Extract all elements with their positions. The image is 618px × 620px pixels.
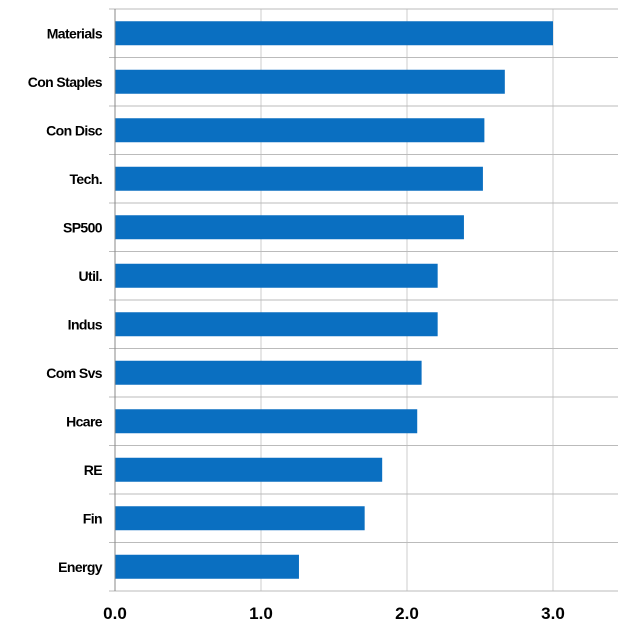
bar bbox=[115, 69, 505, 94]
category-label: Con Disc bbox=[46, 122, 103, 138]
bar bbox=[115, 312, 438, 337]
category-label: Hcare bbox=[66, 413, 103, 429]
bar bbox=[115, 457, 383, 482]
x-tick-label: 3.0 bbox=[541, 604, 565, 620]
category-labels: Materials Con Staples Con Disc Tech. SP500 Ut… bbox=[28, 25, 104, 575]
bar bbox=[115, 409, 418, 434]
category-label: Fin bbox=[83, 510, 102, 526]
x-tick-label: 1.0 bbox=[249, 604, 273, 620]
category-separators bbox=[109, 8, 618, 592]
category-label: SP500 bbox=[63, 219, 103, 235]
bars bbox=[115, 21, 553, 579]
category-label: Com Svs bbox=[46, 365, 103, 381]
bar bbox=[115, 263, 438, 288]
bar bbox=[115, 118, 485, 143]
category-label: RE bbox=[84, 462, 103, 478]
category-label: Materials bbox=[47, 25, 103, 41]
bar bbox=[115, 215, 464, 240]
x-tick-label: 0.0 bbox=[103, 604, 127, 620]
category-label: Tech. bbox=[69, 171, 102, 187]
bar bbox=[115, 360, 422, 385]
bar bbox=[115, 506, 365, 531]
bar bbox=[115, 21, 553, 46]
category-label: Energy bbox=[58, 559, 103, 575]
category-label: Indus bbox=[68, 316, 103, 332]
category-label: Util. bbox=[79, 268, 102, 284]
x-tick-labels: 0.0 1.0 2.0 3.0 bbox=[103, 604, 565, 620]
category-label: Con Staples bbox=[28, 74, 103, 90]
x-tick-label: 2.0 bbox=[395, 604, 419, 620]
bar bbox=[115, 166, 483, 191]
bar bbox=[115, 554, 299, 579]
